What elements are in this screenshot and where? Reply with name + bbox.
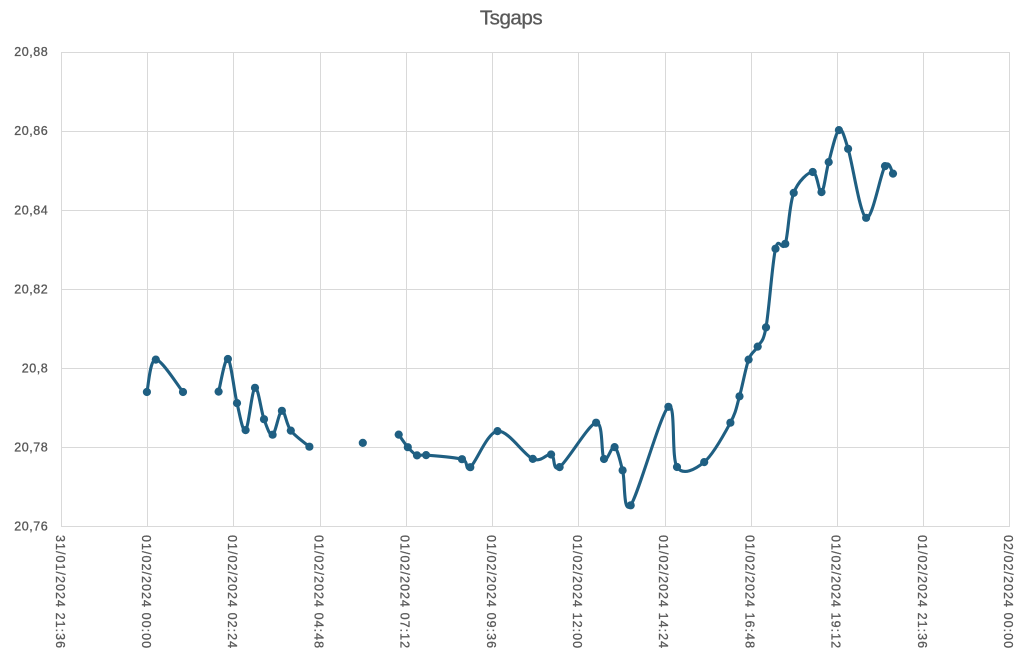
svg-text:20,82: 20,82 [14,282,48,296]
svg-text:02/02/2024 00:00: 02/02/2024 00:00 [1001,535,1015,649]
svg-text:01/02/2024 21:36: 01/02/2024 21:36 [915,535,929,649]
svg-text:01/02/2024 02:24: 01/02/2024 02:24 [225,535,239,649]
svg-text:20,8: 20,8 [22,361,49,375]
svg-text:20,76: 20,76 [14,520,48,534]
svg-text:01/02/2024 09:36: 01/02/2024 09:36 [484,535,498,649]
svg-text:01/02/2024 16:48: 01/02/2024 16:48 [742,535,756,649]
svg-text:Tsgaps: Tsgaps [480,7,542,30]
svg-text:31/01/2024 21:36: 31/01/2024 21:36 [53,535,67,649]
svg-text:01/02/2024 14:24: 01/02/2024 14:24 [656,535,670,649]
svg-text:01/02/2024 07:12: 01/02/2024 07:12 [398,535,412,649]
svg-text:01/02/2024 19:12: 01/02/2024 19:12 [829,535,843,649]
svg-text:20,88: 20,88 [14,45,48,59]
svg-text:20,78: 20,78 [14,440,48,454]
svg-text:01/02/2024 00:00: 01/02/2024 00:00 [139,535,153,649]
svg-text:20,84: 20,84 [14,203,48,217]
svg-text:20,86: 20,86 [14,124,48,138]
svg-text:01/02/2024 12:00: 01/02/2024 12:00 [570,535,584,649]
svg-text:01/02/2024 04:48: 01/02/2024 04:48 [311,535,325,649]
